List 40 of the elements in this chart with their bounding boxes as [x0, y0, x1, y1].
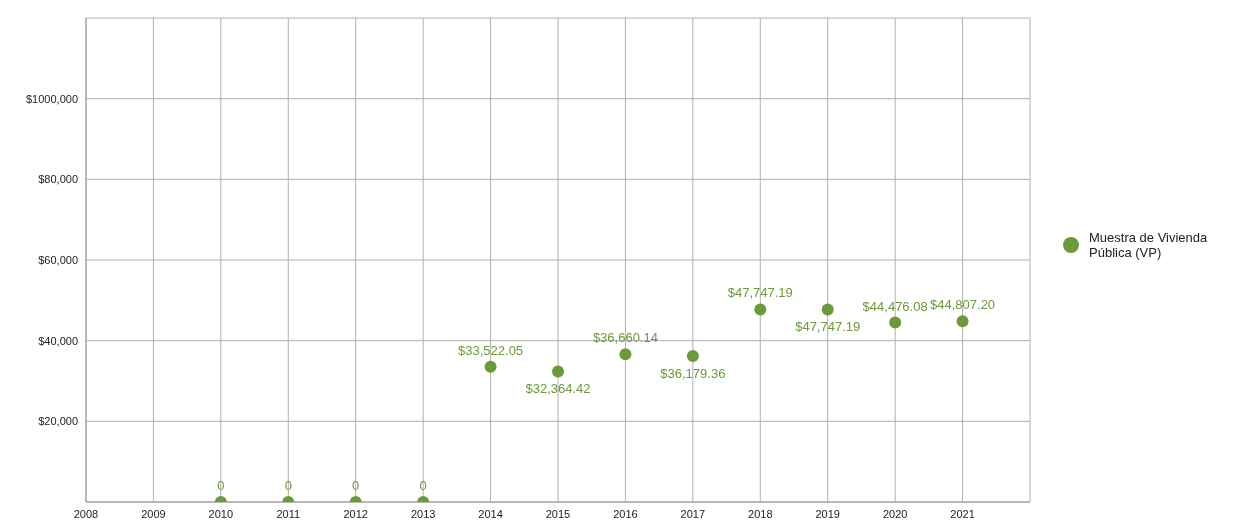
data-label: $33,522.05	[458, 342, 524, 358]
data-label: 0	[352, 478, 360, 493]
point	[484, 360, 497, 373]
y-tick-label: $1000,000	[26, 92, 78, 105]
y-tick-label: $60,000	[38, 253, 78, 266]
point	[889, 316, 902, 329]
x-tick-label: 2013	[410, 507, 436, 520]
x-tick-label: 2016	[613, 507, 638, 520]
y-tick-label: $40,000	[38, 334, 78, 347]
x-tick-label: 2009	[141, 507, 166, 520]
data-label: $36,179.36	[660, 366, 726, 382]
x-tick-label: 2011	[276, 507, 301, 520]
legend-label: Muestra de Vivienda Pública (VP)	[1089, 230, 1209, 260]
x-tick-label: 2014	[478, 507, 503, 520]
x-tick-label: 2020	[882, 507, 908, 520]
x-tick-label: 2018	[748, 507, 773, 520]
x-tick-label: 2012	[343, 507, 368, 520]
data-label: $47,747.19	[795, 319, 861, 335]
x-tick-label: 2021	[950, 507, 975, 520]
y-tick-label: $20,000	[38, 415, 78, 428]
point	[686, 350, 699, 363]
point	[821, 303, 834, 316]
point	[619, 348, 632, 361]
data-label: 0	[419, 478, 427, 493]
data-label: $47,747.19	[727, 285, 793, 301]
data-label: $44,476.08	[862, 298, 928, 314]
data-label: 0	[284, 478, 292, 493]
point	[552, 365, 564, 378]
x-tick-label: 2019	[815, 507, 840, 520]
x-tick-label: 2010	[208, 507, 234, 520]
x-tick-label: 2015	[545, 507, 571, 520]
y-tick-label: $80,000	[38, 173, 78, 186]
data-label: $44,807.20	[930, 297, 996, 313]
data-label: $36,660.14	[592, 330, 658, 346]
point	[754, 303, 767, 316]
data-label: $32,364.42	[525, 381, 591, 397]
data-label: 0	[217, 478, 225, 493]
x-tick-label: 2008	[73, 507, 99, 520]
point	[956, 315, 969, 328]
x-tick-label: 2017	[680, 507, 706, 520]
